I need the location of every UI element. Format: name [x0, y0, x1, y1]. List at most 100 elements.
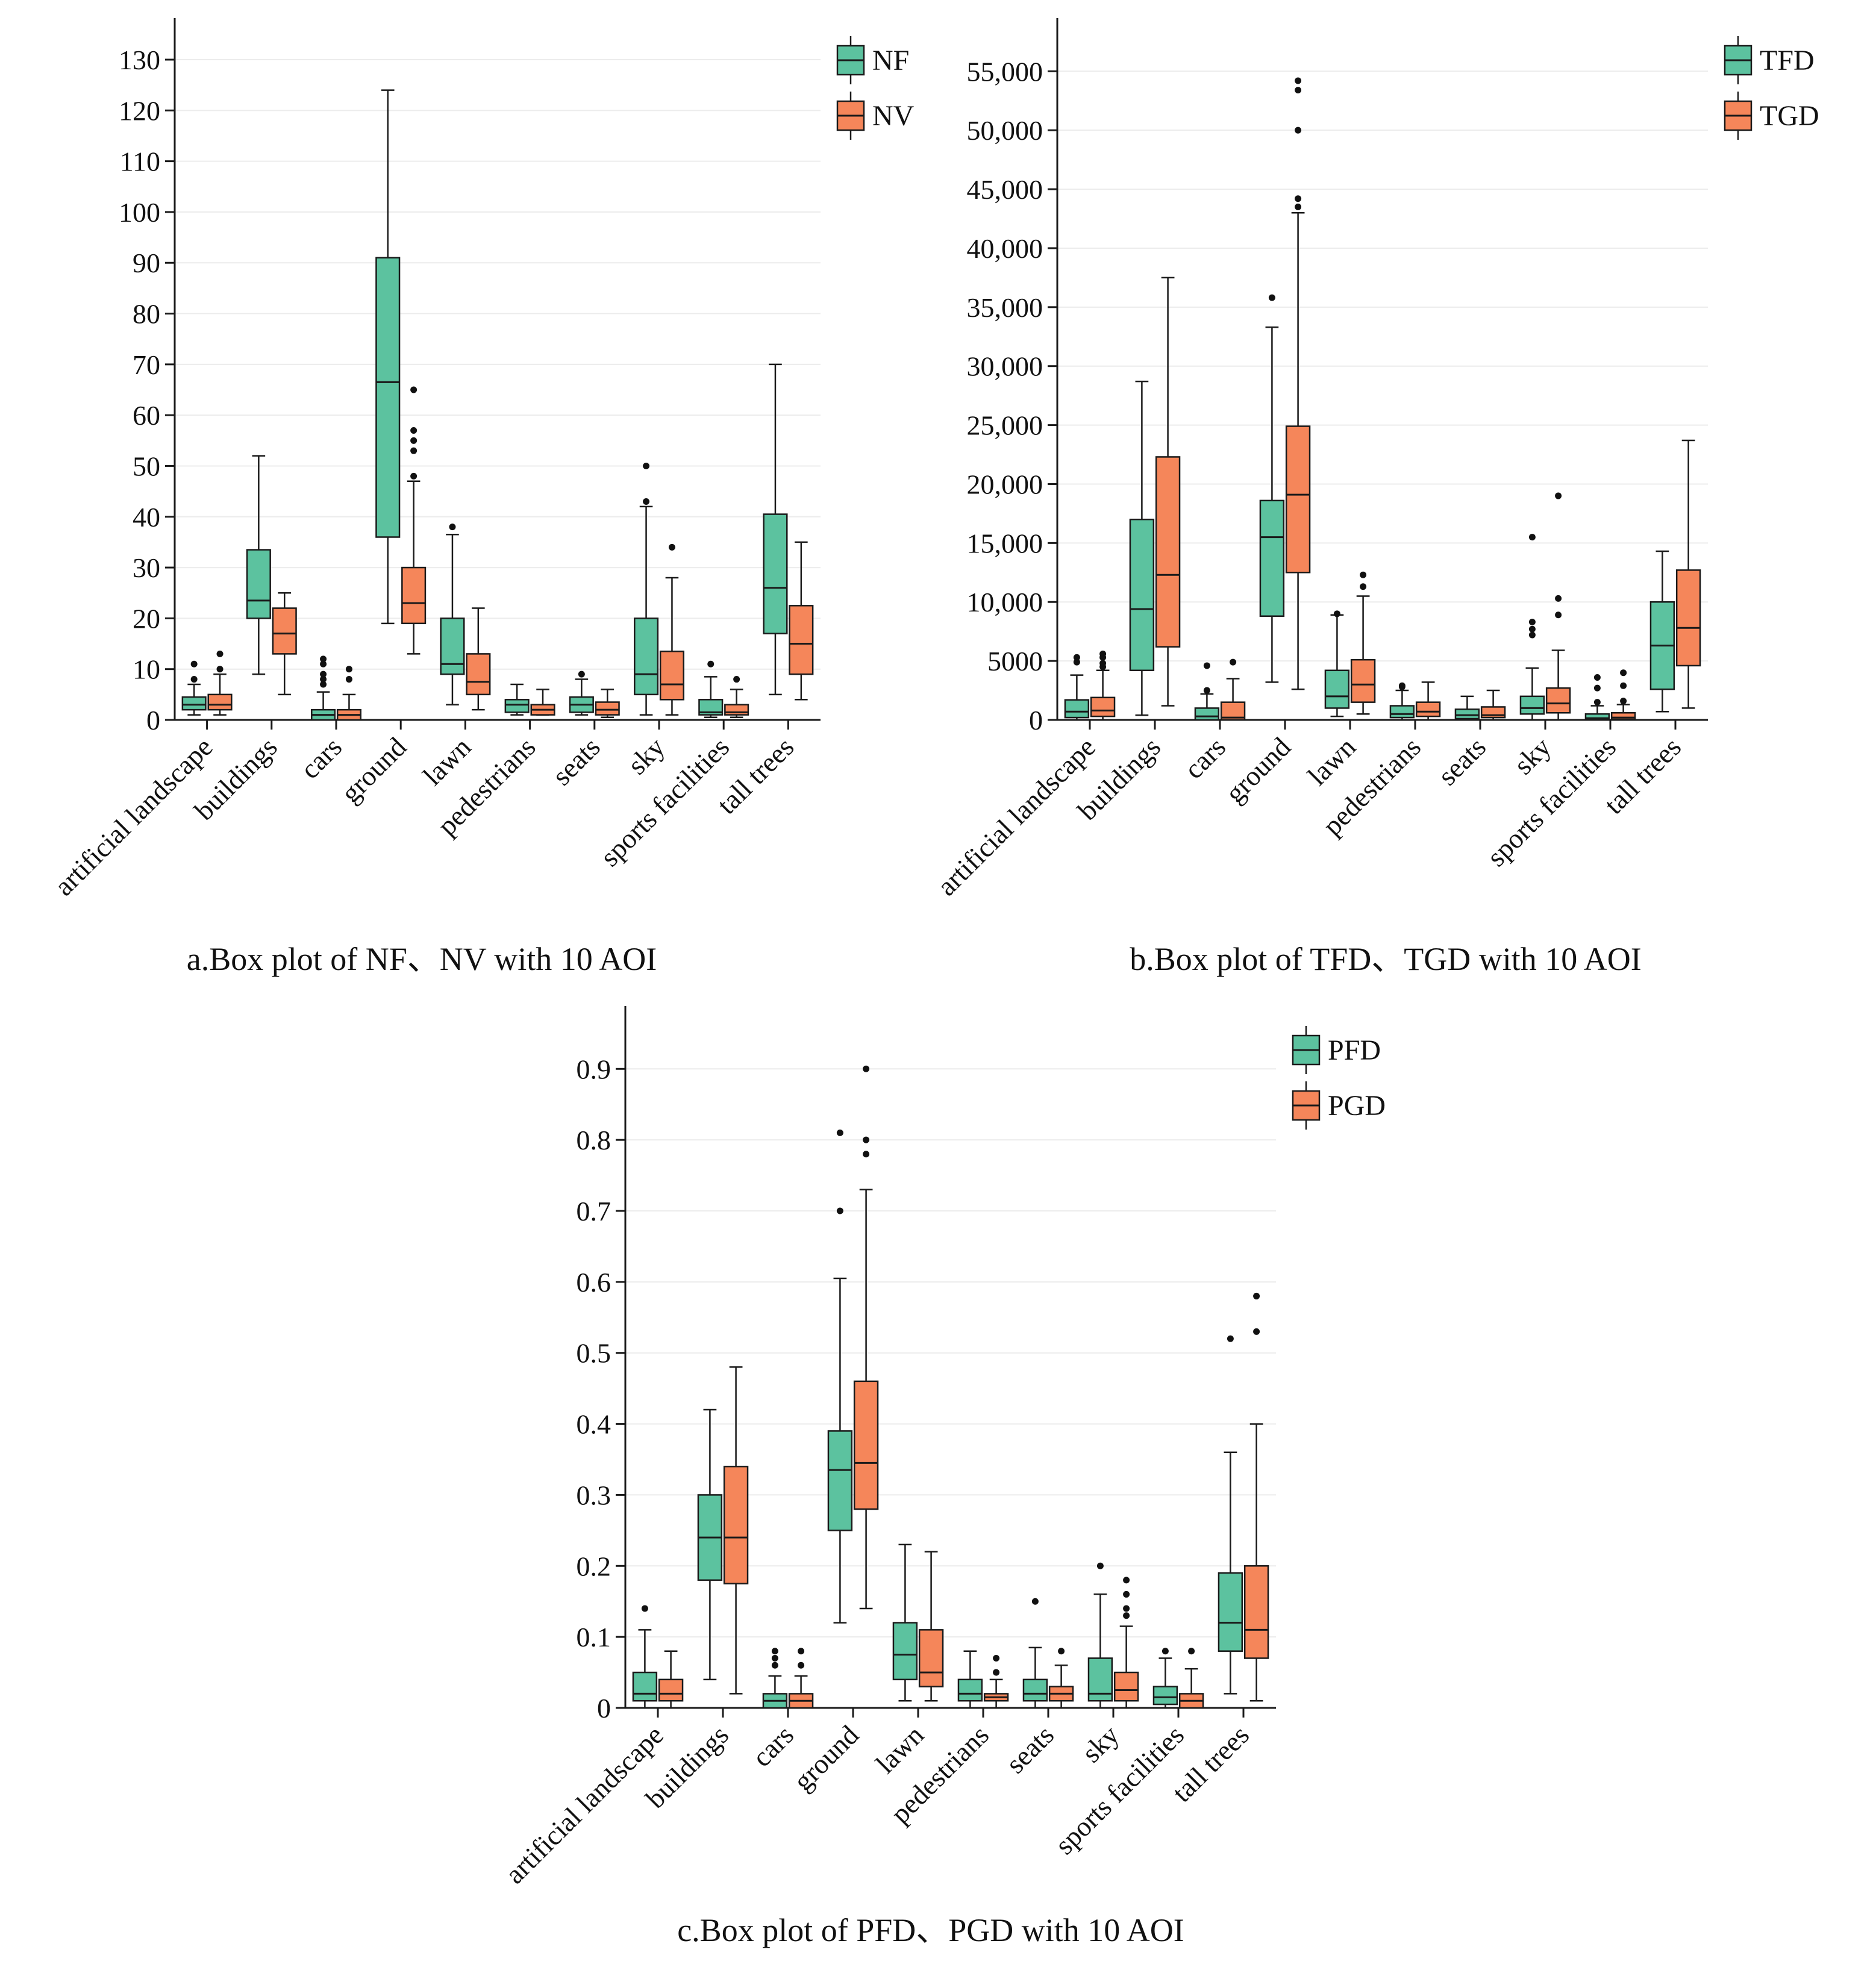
y-tick-label: 50,000 [967, 115, 1043, 146]
box-iqr [763, 513, 788, 634]
y-tick-label: 0.7 [577, 1196, 611, 1227]
outlier-point [993, 1669, 1000, 1676]
y-tick-label: 45,000 [967, 174, 1043, 205]
box-iqr [1285, 425, 1311, 574]
box-iqr [1610, 712, 1636, 721]
outlier-point [993, 1655, 1000, 1662]
box-TFD-0 [1064, 654, 1090, 721]
box-iqr [466, 653, 491, 696]
outlier-point [1099, 660, 1107, 667]
box-TFD-3 [1259, 294, 1285, 683]
y-tick-label: 25,000 [967, 410, 1043, 441]
box-PFD-9 [1218, 1335, 1243, 1695]
box-PGD-7 [1113, 1577, 1139, 1709]
box-PGD-2 [788, 1648, 814, 1709]
box-iqr [1584, 713, 1610, 721]
outlier-point [1555, 611, 1562, 619]
box-NV-1 [272, 592, 297, 696]
outlier-point [1099, 650, 1107, 657]
outlier-point [1058, 1648, 1065, 1655]
chart-panel-b: 0 5000 10,000 15,000 20,000 25,000 30,000 35,00… [931, 18, 1819, 977]
box-iqr [1350, 658, 1376, 703]
box-NV-0 [207, 650, 233, 716]
box-PFD-0 [632, 1605, 658, 1709]
outlier-point [320, 671, 327, 678]
y-tick-label: 55,000 [967, 56, 1043, 87]
box-PFD-7 [1087, 1562, 1113, 1709]
x-tick-label: sky [1076, 1719, 1125, 1768]
outlier-point [1295, 87, 1302, 94]
x-tick-label: artificial landscape [931, 731, 1101, 902]
box-PFD-3 [827, 1129, 853, 1624]
box-iqr [1022, 1678, 1048, 1702]
outlier-point [1593, 674, 1601, 681]
box-TGD-8 [1610, 669, 1636, 721]
outlier-point [345, 666, 352, 673]
outlier-point [1593, 699, 1601, 706]
outlier-point [1593, 684, 1601, 692]
box-iqr [632, 1671, 658, 1702]
box-TFD-5 [1389, 682, 1415, 721]
box-TFD-4 [1324, 610, 1350, 718]
y-tick-label: 0 [146, 705, 160, 736]
box-TFD-9 [1649, 550, 1675, 713]
box-iqr [658, 1678, 684, 1702]
outlier-point [1123, 1605, 1130, 1612]
chart-caption: c.Box plot of PFD、PGD with 10 AOI [677, 1912, 1184, 1948]
box-NV-3 [401, 386, 427, 655]
outlier-point [863, 1065, 870, 1072]
box-iqr [1324, 669, 1350, 709]
chart-panel-c: 0 0.1 0.2 0.3 0.4 0.5 0.6 0.7 0.8 0.9 artificial l… [499, 1006, 1386, 1948]
outlier-point [216, 650, 224, 657]
y-tick-label: 100 [119, 197, 160, 228]
box-PGD-5 [983, 1655, 1009, 1709]
outlier-point [1360, 571, 1367, 578]
box-iqr [1152, 1686, 1178, 1705]
box-iqr [1090, 696, 1116, 718]
chart-panel-a: 0 10 20 30 40 50 60 70 80 90 100 110 120 130 artificia… [48, 18, 915, 977]
outlier-point [798, 1648, 805, 1655]
outlier-point [641, 1605, 648, 1612]
outlier-point [190, 660, 198, 667]
outlier-point [320, 681, 327, 688]
outlier-point [863, 1136, 870, 1143]
box-iqr [723, 1466, 749, 1584]
box-iqr [504, 699, 530, 713]
box-TGD-0 [1090, 650, 1116, 721]
box-iqr [375, 257, 401, 538]
y-tick-label: 110 [120, 146, 160, 177]
box-TGD-7 [1545, 492, 1571, 721]
y-tick-label: 0.3 [577, 1480, 611, 1510]
legend-item-PGD: PGD [1292, 1081, 1386, 1130]
box-iqr [1194, 707, 1220, 721]
x-tick-label: sky [622, 731, 671, 780]
y-tick-label: 0.8 [577, 1125, 611, 1155]
x-tick-label: sky [1508, 731, 1557, 780]
outlier-point [1203, 687, 1210, 694]
outlier-point [668, 543, 675, 551]
outlier-point [345, 676, 352, 683]
outlier-point [771, 1655, 778, 1662]
outlier-point [1620, 698, 1627, 705]
outlier-point [410, 437, 417, 444]
x-tick-label: cars [1178, 731, 1231, 784]
outlier-point [1162, 1648, 1169, 1655]
x-tick-label: seats [546, 731, 606, 791]
y-tick-label: 10 [133, 654, 160, 685]
y-tick-label: 40,000 [967, 233, 1043, 264]
y-tick-label: 0.5 [577, 1338, 611, 1369]
legend-label: TFD [1760, 45, 1815, 77]
box-iqr [207, 693, 233, 711]
legend-label: NF [872, 45, 909, 77]
outlier-point [320, 655, 327, 663]
y-tick-label: 130 [119, 45, 160, 75]
y-tick-label: 0.1 [577, 1622, 611, 1652]
box-iqr [1415, 701, 1441, 718]
outlier-point [733, 676, 740, 683]
box-TGD-1 [1155, 277, 1181, 707]
x-tick-label: lawn [870, 1719, 930, 1779]
box-iqr [246, 549, 271, 619]
box-iqr [1259, 499, 1285, 617]
box-PGD-8 [1178, 1648, 1204, 1709]
